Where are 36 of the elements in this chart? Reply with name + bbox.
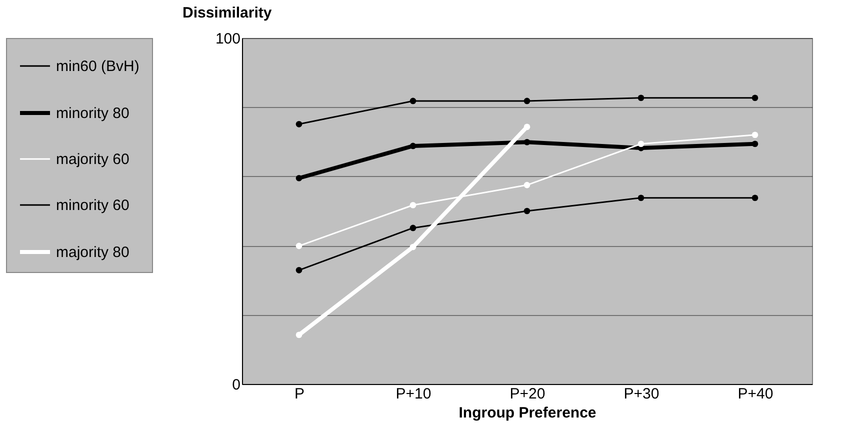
point <box>410 202 416 208</box>
legend-label: majority 60 <box>56 151 130 168</box>
x-tick-label: P+30 <box>624 386 660 402</box>
legend-label: majority 80 <box>56 244 130 261</box>
x-axis-title: Ingroup Preference <box>458 404 596 422</box>
y-axis-title: Dissimilarity <box>182 4 272 22</box>
point <box>410 224 416 232</box>
point <box>638 94 644 102</box>
point <box>638 140 644 148</box>
point <box>524 98 530 104</box>
x-tick-label: P+10 <box>396 386 432 402</box>
legend-label: minority 80 <box>56 105 130 122</box>
point <box>524 124 530 130</box>
legend-label: minority 60 <box>56 197 130 214</box>
point <box>524 182 530 188</box>
point <box>524 138 530 146</box>
point <box>638 194 644 202</box>
point <box>410 98 416 104</box>
point <box>752 94 758 102</box>
legend-label: min60 (BvH) <box>56 58 140 75</box>
point <box>296 267 302 274</box>
x-tick-label: P <box>294 386 305 402</box>
point <box>752 132 758 138</box>
point <box>752 140 758 148</box>
x-tick-label: P+20 <box>510 386 546 402</box>
point <box>296 242 302 250</box>
point <box>752 194 758 202</box>
point <box>296 174 302 182</box>
point <box>524 208 530 214</box>
point <box>410 142 416 150</box>
y-tick-label: 100 <box>215 30 240 48</box>
point <box>296 121 302 128</box>
y-tick-label: 0 <box>232 376 240 394</box>
x-tick-label: P+40 <box>738 386 774 402</box>
point <box>296 332 302 338</box>
point <box>410 244 416 250</box>
